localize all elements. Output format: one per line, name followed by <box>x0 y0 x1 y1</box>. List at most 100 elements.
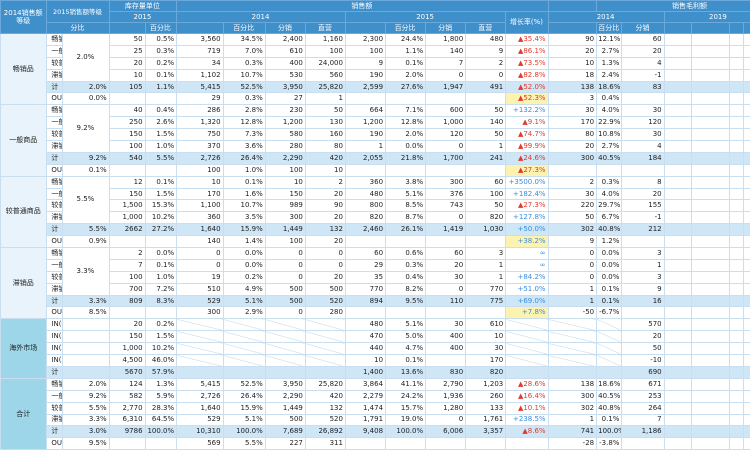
subtotal-row[interactable]: 计 2.0% 105 1.1% 5,415 52.5% 3,950 25,820 2,599 27… <box>1 80 750 94</box>
growth-rate-cell: +50.0% <box>505 223 549 237</box>
value-cell: 19 <box>176 270 224 284</box>
table-row[interactable]: 畅销品畅销品2.0%500.5%3,56034.5%2,4001,1602,30… <box>0 32 750 106</box>
table-row[interactable]: 一般商品9.2%5825.9%2,72626.4%2,2904202,27924… <box>1 389 750 403</box>
subtotal-row[interactable]: 计 3.0% 9786 100.0% 10,310 100.0% 7,689 26,892 9,… <box>1 425 750 439</box>
margin-extra-cell <box>729 377 744 391</box>
margin-extra-cell <box>663 401 693 415</box>
table-row[interactable]: 滞销品7007.2%5104.9%5005007708.2%0770+51.0%… <box>1 282 750 296</box>
value-cell: 1.5% <box>144 187 178 201</box>
value-cell: 5.1% <box>385 318 427 332</box>
value-cell: 150 <box>108 128 146 142</box>
margin-cell: 570 <box>621 318 665 332</box>
table-row[interactable]: 滞销品1001.0%3703.6%2808010.0%01▲99.9%202.7… <box>1 140 750 153</box>
table-row[interactable]: 较普通商品200.2%340.3%40024,00090.1%72▲73.5%1… <box>1 56 750 70</box>
value-cell: 5.5% <box>144 151 178 165</box>
margin-cell: 30 <box>621 104 665 118</box>
value-cell: 5.1% <box>222 413 266 427</box>
margin-cell: 2.7% <box>596 44 623 58</box>
margin-cell: 30 <box>547 187 598 201</box>
row-label: 一般商品 <box>46 44 64 58</box>
value-cell: 800 <box>344 199 387 213</box>
margin-extra-cell <box>663 128 693 142</box>
margin-extra-cell <box>742 318 750 332</box>
table-row[interactable]: 一般商品250.3%7197.0%6101001001.1%1409▲86.1%… <box>1 44 750 58</box>
growth-rate-cell: +84.2% <box>505 270 549 284</box>
value-cell: 2 <box>304 175 346 189</box>
growth-rate-cell: ▲10.1% <box>505 401 549 415</box>
header-grade-2014: 2014销售额等级 <box>0 0 48 34</box>
value-cell <box>344 235 387 249</box>
value-cell: 580 <box>264 128 306 142</box>
value-cell: 1 <box>344 140 387 153</box>
value-cell: 7 <box>108 258 146 272</box>
subtotal-row[interactable]: 计 5670 57.9% 1,400 13.6% 830 820 690 <box>1 365 750 379</box>
header-sales-2015: 2015 <box>344 11 507 23</box>
margin-cell: 40.5% <box>596 151 623 165</box>
margin-cell: -10 <box>621 354 665 367</box>
value-cell: 1,800 <box>425 33 467 46</box>
table-row[interactable]: 较普通商品 1,50015.3%1,10010.7%989908008.5%743… <box>1 199 750 213</box>
margin-cell: 60 <box>621 33 665 46</box>
margin-extra-cell <box>742 223 750 237</box>
table-row[interactable]: 合计畅销品2.0%1241.3%5,41552.5%3,95025,8203,8… <box>0 377 750 451</box>
value-cell: 0.1% <box>144 175 178 189</box>
table-row[interactable]: 一般商品畅销品9.2%400.4%2862.8%230506647.1%6005… <box>0 104 750 177</box>
table-row[interactable]: 滞销品3.3%6,31064.5%5295.1%5005201,79119.0%… <box>1 413 750 427</box>
value-cell: 7.1% <box>385 104 427 118</box>
row-label: 计 <box>46 294 64 308</box>
value-cell: 1,500 <box>108 199 146 213</box>
table-row[interactable]: 滞销品1,00010.2%3603.5%300208208.7%0820+127… <box>1 211 750 225</box>
growth-rate-cell: ▲74.7% <box>505 128 549 142</box>
value-cell: 9,408 <box>344 425 387 439</box>
subtotal-row[interactable]: 计 3.3% 809 8.3% 529 5.1% 500 520 894 9.5% 110 775 +6… <box>1 294 750 308</box>
value-cell: 15.9% <box>222 223 266 237</box>
value-cell: 10 <box>465 330 507 344</box>
value-cell: 480 <box>344 187 387 201</box>
table-row[interactable]: 一般商品1501.5%1701.6%150204805.1%376100+182… <box>1 187 750 201</box>
value-cell <box>465 306 507 320</box>
table-row[interactable]: 滞销品100.1%1,10210.7%5305601902.0%00▲82.8%… <box>1 68 750 82</box>
value-cell: 26.4% <box>222 389 266 403</box>
table-row[interactable]: 较普通商品畅销品5.5%120.1%100.1%1023603.8%30060+… <box>0 175 750 249</box>
subtotal-row[interactable]: 计 9.2% 540 5.5% 2,726 26.4% 2,290 420 2,055 21.8%… <box>1 151 750 165</box>
value-cell: 610 <box>465 318 507 332</box>
table-row[interactable]: 一般商品2502.6%1,32012.8%1,2001301,20012.8%1… <box>1 116 750 130</box>
growth-rate-cell: +127.8% <box>505 211 549 225</box>
value-cell: 41.1% <box>385 377 427 391</box>
value-cell: 132 <box>304 401 346 415</box>
margin-extra-cell <box>729 365 744 379</box>
value-cell: 25,820 <box>304 80 346 94</box>
value-cell <box>465 163 507 177</box>
value-cell: 0.3% <box>222 56 266 70</box>
value-cell: 1,449 <box>264 401 306 415</box>
value-cell: 0 <box>264 247 306 260</box>
out-row[interactable]: OUT0.0% 290.3%271 ▲52.3%30.4% <box>1 92 750 106</box>
table-row[interactable]: 较普通商品1001.0%190.2%020350.4%301+84.2%00.0… <box>1 270 750 284</box>
margin-extra-cell <box>729 175 744 189</box>
margin-extra-cell <box>691 247 731 260</box>
value-cell: 775 <box>465 294 507 308</box>
value-cell: 30 <box>465 342 507 356</box>
growth-rate-cell: +69.0% <box>505 294 549 308</box>
value-cell: 64.5% <box>144 413 178 427</box>
margin-extra-cell <box>691 306 731 320</box>
margin-cell: -28 <box>547 437 598 451</box>
margin-cell: 0.4% <box>596 92 623 106</box>
margin-extra-cell <box>691 318 731 332</box>
table-row[interactable]: 较普通商品5.5%2,77028.3%1,64015.9%1,4491321,4… <box>1 401 750 415</box>
subtotal-row[interactable]: 计 5.5% 2662 27.2% 1,640 15.9% 1,449 132 2,460 26.… <box>1 223 750 237</box>
margin-extra-cell <box>663 437 693 451</box>
table-row[interactable]: 较普通商品 1501.5%7507.3%5801601902.0%12050▲74… <box>1 128 750 142</box>
value-cell: 2,460 <box>344 223 387 237</box>
margin-extra-cell <box>663 151 693 165</box>
